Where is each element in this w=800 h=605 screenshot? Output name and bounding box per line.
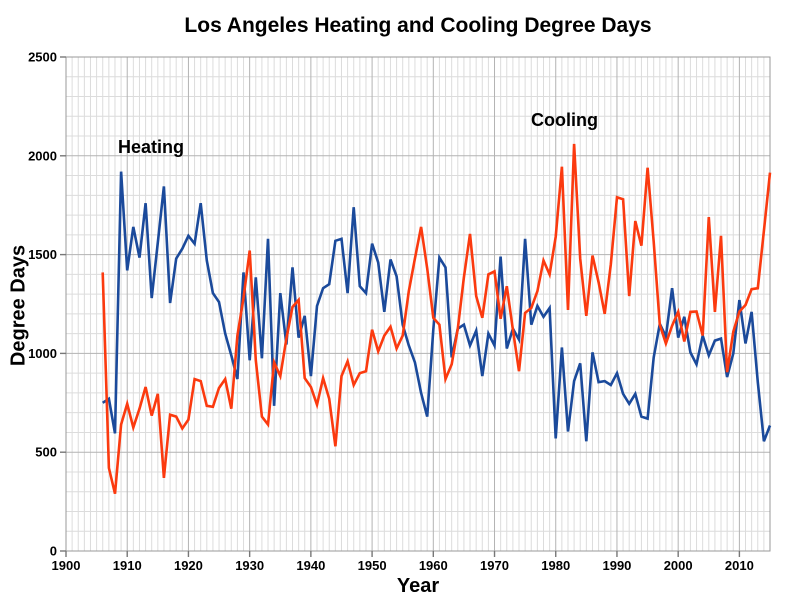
x-tick-labels: 1900 1910 1920 1930 1940 1950 1960 1970 1980 1990… <box>52 558 754 573</box>
x-tick-label: 1940 <box>296 558 325 573</box>
y-tick-label: 1000 <box>28 346 57 361</box>
y-axis-label: Degree Days <box>7 244 30 367</box>
plot-frame <box>65 56 771 552</box>
cooling-line <box>101 143 772 495</box>
y-tick-label: 500 <box>35 445 57 460</box>
y-tick-label: 2000 <box>28 148 57 163</box>
axis-ticks <box>60 56 741 557</box>
x-tick-label: 1950 <box>358 558 387 573</box>
x-tick-label: 1970 <box>480 558 509 573</box>
heating-line <box>101 171 772 442</box>
y-tick-label: 1500 <box>28 247 57 262</box>
y-tick-label: 0 <box>50 544 57 559</box>
x-tick-label: 1960 <box>419 558 448 573</box>
grid-minor <box>66 57 771 551</box>
grid-major <box>65 56 770 552</box>
y-tick-labels: 0 500 1000 1500 2000 2500 <box>28 50 57 559</box>
x-axis-label: Year <box>396 575 440 597</box>
plot-border <box>65 56 771 552</box>
x-tick-label: 1900 <box>52 558 81 573</box>
heating-series-label: Heating <box>118 137 185 157</box>
y-tick-label: 2500 <box>28 50 57 65</box>
x-tick-label: 1910 <box>113 558 142 573</box>
x-tick-label: 1990 <box>602 558 631 573</box>
x-tick-label: 2000 <box>664 558 693 573</box>
x-tick-label: 1920 <box>174 558 203 573</box>
x-tick-label: 1980 <box>541 558 570 573</box>
x-tick-label: 1930 <box>235 558 264 573</box>
chart-title: Los Angeles Heating and Cooling Degree D… <box>184 14 652 37</box>
cooling-series-label: Cooling <box>531 110 598 130</box>
x-tick-label: 2010 <box>725 558 754 573</box>
series-lines <box>101 143 772 495</box>
